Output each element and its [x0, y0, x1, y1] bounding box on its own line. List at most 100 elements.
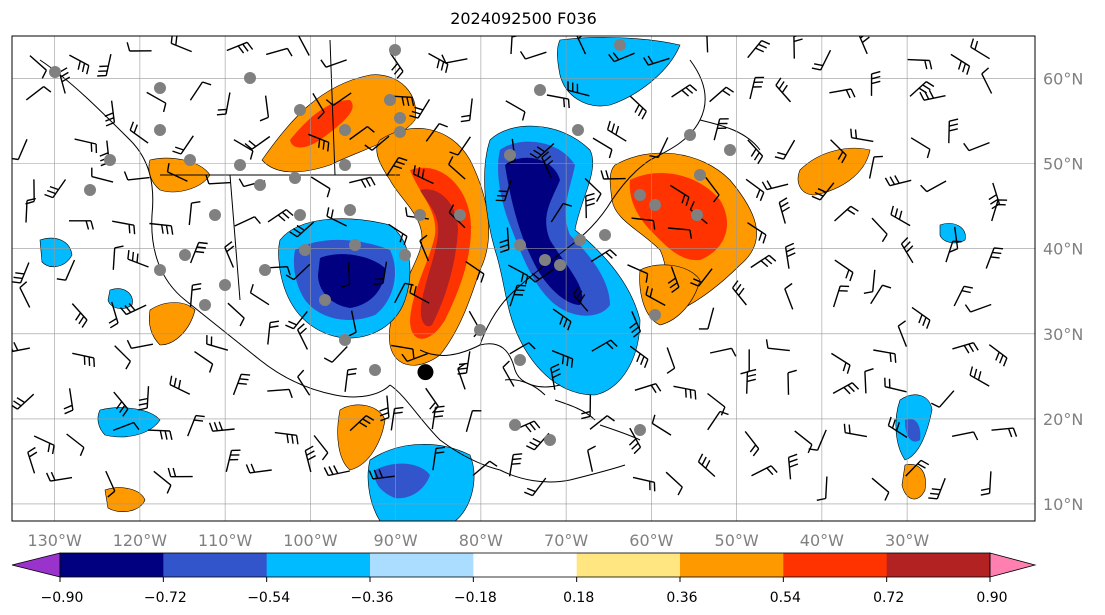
station-dot [474, 324, 486, 336]
wind-barb [227, 302, 245, 327]
station-dot [299, 244, 311, 256]
wind-barb [33, 435, 55, 455]
wind-barb [105, 470, 116, 498]
colorbar-tick-label: 0.72 [873, 590, 904, 606]
wind-barb [750, 254, 777, 269]
wind-barb [747, 139, 764, 165]
station-dot [572, 124, 584, 136]
wind-barb [592, 137, 613, 159]
wind-barb [870, 284, 892, 305]
wind-barb [649, 137, 669, 159]
wind-barb [988, 344, 1008, 367]
station-dot [691, 209, 703, 221]
wind-barb [364, 135, 390, 151]
wind-barb [953, 285, 974, 307]
wind-barb [149, 222, 174, 235]
station-dot [154, 124, 166, 136]
wind-barb [761, 180, 789, 191]
wind-barb [390, 406, 404, 431]
colorbar-tick-label: −0.36 [351, 590, 394, 606]
wind-barb [513, 420, 541, 433]
station-dot [254, 179, 266, 191]
wind-barb [834, 205, 859, 222]
wind-barb [91, 167, 114, 183]
wind-barb [233, 139, 254, 160]
wind-barb [920, 180, 947, 193]
wind-barb [27, 446, 38, 474]
wind-barb [981, 67, 993, 94]
wind-barb [147, 429, 173, 440]
wind-barb [905, 459, 930, 477]
wind-barb [541, 151, 554, 178]
colorbar-tick-label: 0.18 [563, 590, 594, 606]
wind-barb [528, 268, 554, 283]
wind-barb [245, 463, 272, 474]
wind-barb [709, 347, 737, 357]
wind-barb [12, 139, 28, 161]
wind-barb [524, 477, 547, 497]
wind-barb [765, 339, 790, 352]
station-dot [339, 334, 351, 346]
wind-barb [189, 283, 202, 308]
wind-barb [747, 222, 767, 244]
wind-barb [431, 405, 445, 430]
colorbar-segment [163, 553, 268, 577]
wind-barb [112, 421, 140, 432]
wind-barb [951, 431, 979, 441]
wind-barb [104, 100, 116, 127]
lon-tick-label: 100°W [283, 531, 338, 550]
wind-barb [114, 345, 132, 370]
wind-barb [340, 262, 351, 288]
station-dot [599, 229, 611, 241]
wind-barb [970, 38, 990, 60]
wind-barb [285, 263, 311, 281]
wind-barb [169, 375, 191, 395]
wind-barb [784, 282, 794, 310]
wind-barb [448, 156, 466, 180]
wind-barb [909, 81, 935, 97]
lon-tick-label: 30°W [885, 531, 929, 550]
wind-barb [216, 92, 231, 116]
wind-barb [690, 268, 713, 287]
station-dot [394, 112, 406, 124]
wind-barb [187, 414, 205, 437]
station-dot [634, 189, 646, 201]
wind-barb [226, 41, 254, 54]
wind-barb [25, 197, 36, 223]
wind-barb [234, 216, 261, 227]
lon-tick-label: 130°W [27, 531, 82, 550]
wind-barb [552, 308, 572, 331]
wind-barb [347, 310, 357, 337]
wind-barb [707, 392, 726, 416]
station-dot [554, 259, 566, 271]
wind-barb [425, 122, 448, 142]
station-dot [389, 44, 401, 56]
wind-barb [368, 469, 395, 480]
wind-barb [698, 307, 715, 330]
wind-barb [58, 67, 71, 94]
wind-barb [907, 58, 933, 70]
station-dot [414, 209, 426, 221]
colorbar-tick-label: 0.54 [770, 590, 801, 606]
wind-barb [206, 335, 229, 351]
wind-barb [884, 175, 912, 187]
wind-barb [873, 349, 897, 363]
map-plot-area [12, 36, 1035, 521]
wind-barb [709, 86, 734, 103]
station-dot [649, 309, 661, 321]
wind-barb [850, 128, 874, 143]
wind-barb [465, 261, 485, 283]
wind-barb [591, 339, 618, 352]
wind-barb [832, 285, 850, 308]
wind-barb [871, 217, 888, 243]
coastlines [39, 39, 761, 483]
wind-barb [507, 264, 529, 285]
wind-barb [126, 339, 154, 349]
wind-barb [499, 227, 510, 253]
lon-tick-label: 110°W [198, 531, 253, 550]
station-dot [234, 159, 246, 171]
colorbar-tick-label: −0.72 [144, 590, 187, 606]
wind-barb [172, 135, 194, 155]
wind-barb [667, 227, 693, 239]
wind-barb [868, 155, 883, 179]
